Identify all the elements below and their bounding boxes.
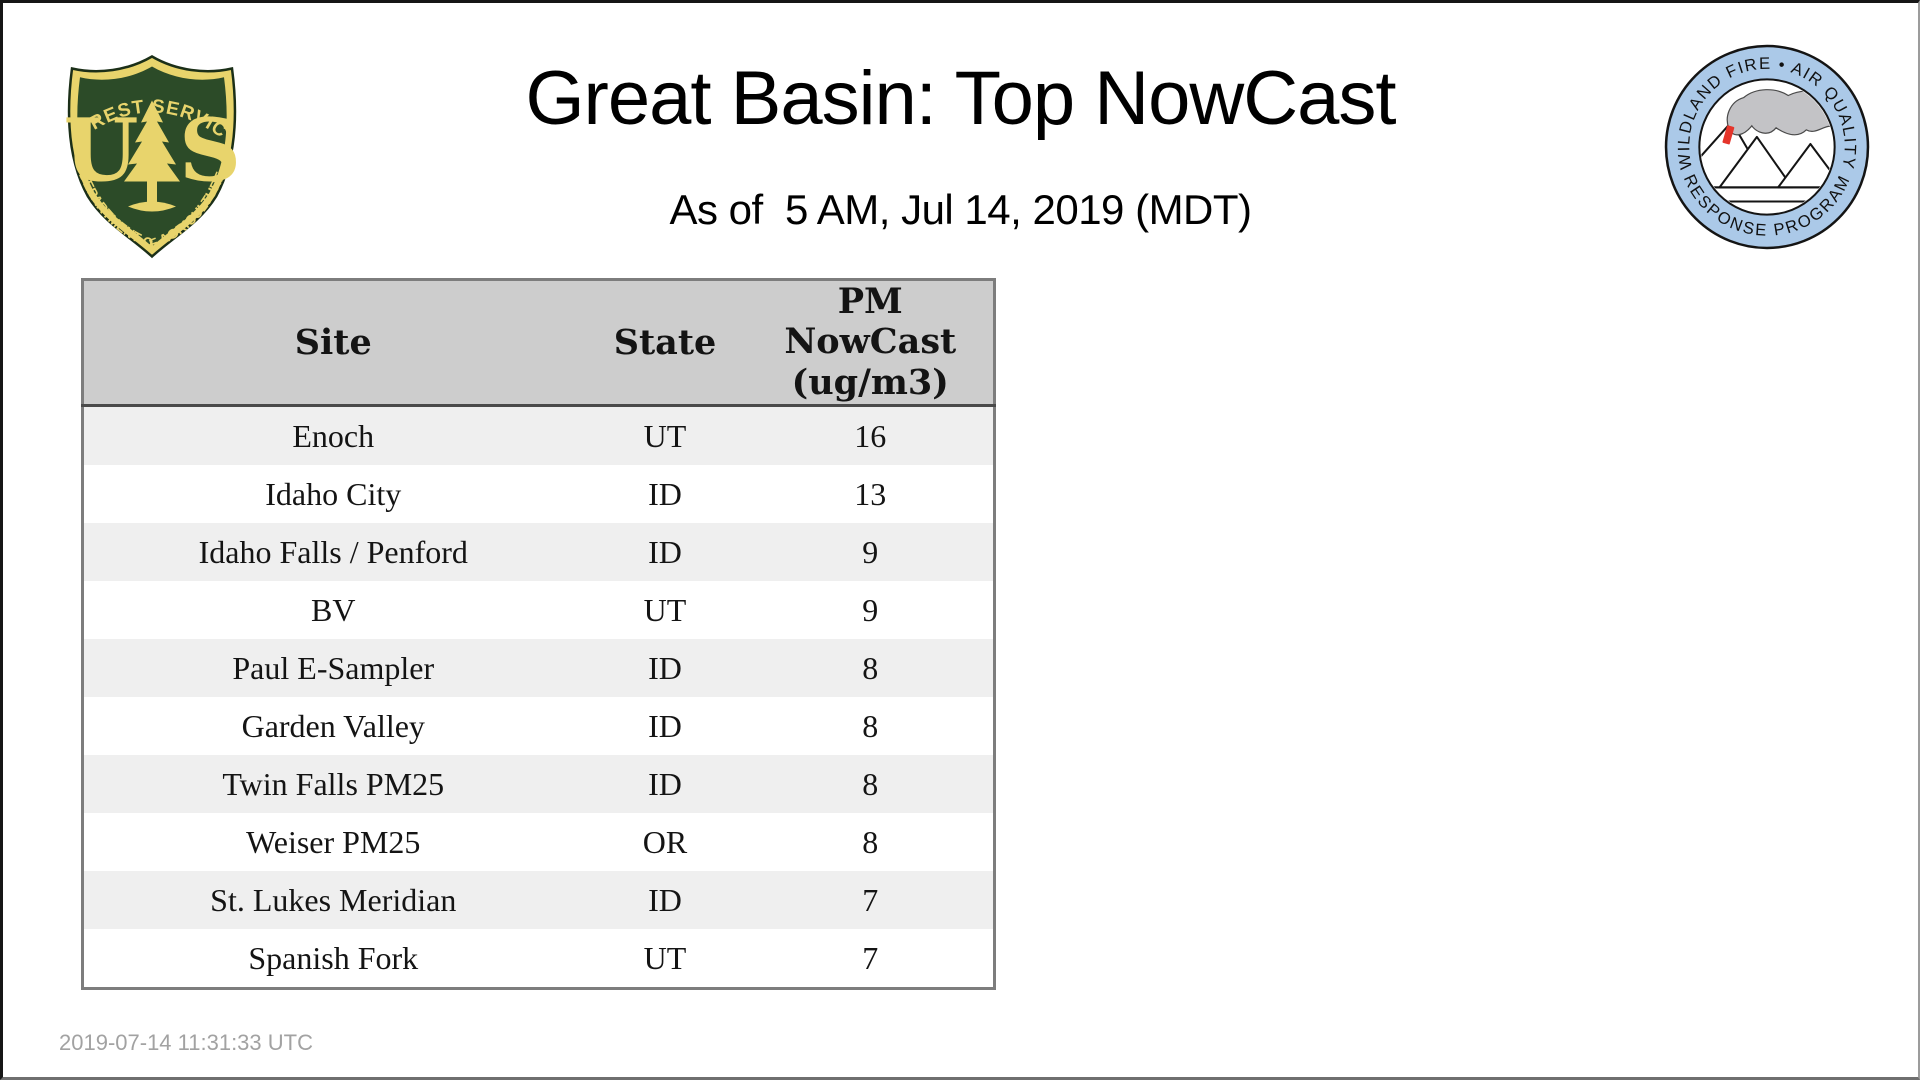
site-cell: St. Lukes Meridian — [210, 881, 457, 918]
table-row: Idaho City ID 13 — [82, 465, 995, 523]
table-row: Garden Valley ID 8 — [82, 697, 995, 755]
state-cell: OR — [642, 823, 688, 860]
pm-nowcast-cell: 8 — [862, 823, 879, 860]
fs-logo-monogram-s: S — [179, 101, 241, 202]
state-cell: ID — [648, 765, 682, 802]
pm-nowcast-cell: 8 — [862, 707, 879, 744]
pm-nowcast-cell: 7 — [862, 881, 879, 918]
state-cell: UT — [643, 417, 687, 454]
table-row: Spanish Fork UT 7 — [82, 929, 995, 989]
state-cell: ID — [648, 475, 682, 512]
forest-service-logo: FOREST SERVICE U S DEPARTMENT OF AGRICUL… — [58, 50, 241, 259]
site-cell: Spanish Fork — [248, 939, 419, 976]
nowcast-table-container: Site State PM NowCast (ug/m3) Enoch UT 1… — [81, 278, 996, 990]
pm-nowcast-cell: 16 — [854, 417, 887, 454]
state-cell: ID — [648, 649, 682, 686]
page-subtitle: As of 5 AM, Jul 14, 2019 (MDT) — [669, 186, 1252, 233]
mountains-icon — [1700, 120, 1834, 203]
column-header-pm-nowcast: PM NowCast (ug/m3) — [747, 279, 995, 407]
fs-logo-monogram-u: U — [64, 101, 139, 202]
pm-nowcast-cell: 9 — [862, 533, 879, 570]
table-row: Weiser PM25 OR 8 — [82, 813, 995, 871]
table-row: St. Lukes Meridian ID 7 — [82, 871, 995, 929]
table-row: BV UT 9 — [82, 581, 995, 639]
page-title: Great Basin: Top NowCast — [525, 56, 1396, 141]
pm-nowcast-cell: 8 — [862, 765, 879, 802]
smoke-plume-icon — [1726, 89, 1834, 136]
nowcast-table: Site State PM NowCast (ug/m3) Enoch UT 1… — [81, 278, 996, 990]
table-row: Enoch UT 16 — [82, 405, 995, 465]
table-row: Twin Falls PM25 ID 8 — [82, 755, 995, 813]
table-body: Enoch UT 16 Idaho City ID 13 Idaho Falls… — [82, 405, 995, 989]
table-row: Idaho Falls / Penford ID 9 — [82, 523, 995, 581]
table-header-row: Site State PM NowCast (ug/m3) — [82, 279, 995, 407]
site-cell: Enoch — [292, 417, 375, 454]
generated-timestamp: 2019-07-14 11:31:33 UTC — [59, 1030, 313, 1055]
wfaqrp-logo: WILDLAND FIRE • AIR QUALITY RESPONSE PRO… — [1664, 44, 1870, 250]
pine-tree-icon — [124, 100, 180, 212]
state-cell: UT — [643, 591, 687, 628]
pm-nowcast-cell: 13 — [854, 475, 887, 512]
pm-nowcast-cell: 8 — [862, 649, 879, 686]
column-header-state: State — [582, 279, 748, 407]
site-cell: BV — [311, 591, 356, 628]
state-cell: ID — [648, 533, 682, 570]
pm-nowcast-cell: 9 — [862, 591, 879, 628]
site-cell: Idaho Falls / Penford — [198, 533, 468, 570]
site-cell: Idaho City — [265, 475, 402, 512]
site-cell: Garden Valley — [241, 707, 425, 744]
site-cell: Paul E-Sampler — [232, 649, 435, 686]
state-cell: ID — [648, 881, 682, 918]
flame-icon — [1722, 125, 1735, 145]
pm-nowcast-cell: 7 — [862, 939, 879, 976]
site-cell: Twin Falls PM25 — [222, 765, 445, 802]
state-cell: UT — [643, 939, 687, 976]
state-cell: ID — [648, 707, 682, 744]
table-row: Paul E-Sampler ID 8 — [82, 639, 995, 697]
column-header-site: Site — [82, 279, 583, 407]
site-cell: Weiser PM25 — [246, 823, 421, 860]
